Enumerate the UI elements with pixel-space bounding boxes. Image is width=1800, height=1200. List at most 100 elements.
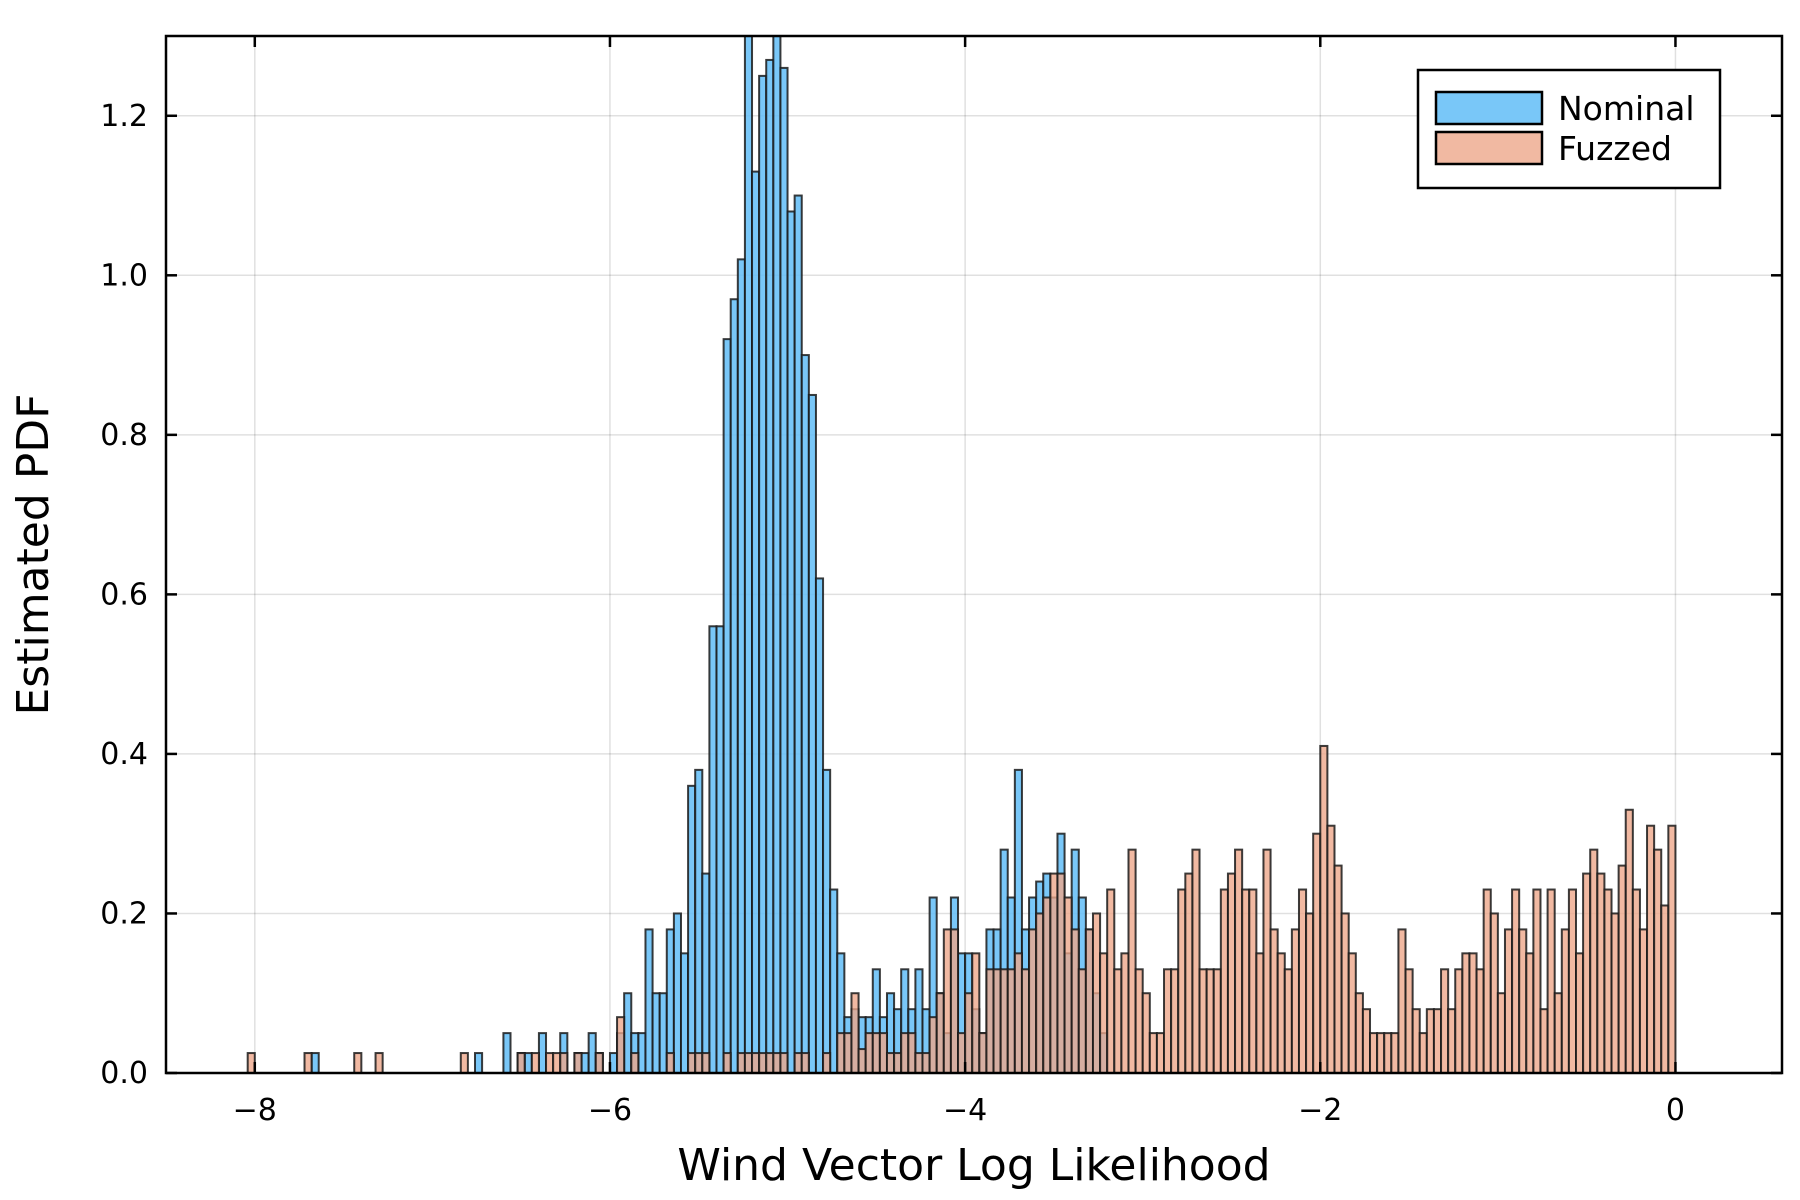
histogram-bar-nominal [502,1032,512,1074]
histogram-bar-fuzzed [857,1048,867,1074]
histogram-bar-fuzzed [1141,992,1151,1075]
histogram-bar-nominal [736,258,746,1075]
histogram-bar-fuzzed [949,928,960,1075]
histogram-bar-fuzzed [1369,1032,1379,1074]
histogram-bar-fuzzed [1035,912,1045,1075]
series-fuzzed-bars [246,744,1677,1075]
histogram-bar-fuzzed [1106,888,1116,1074]
histogram-bar-fuzzed [1170,968,1180,1074]
x-tick-label: −6 [588,1093,632,1128]
histogram-bar-fuzzed [964,992,974,1075]
y-axis-title: Estimated PDF [8,394,59,716]
histogram-bar-fuzzed [1127,848,1137,1075]
histogram-bar-fuzzed [1042,896,1052,1074]
histogram-bar-fuzzed [1319,744,1329,1074]
histogram-bar-nominal [751,170,761,1075]
histogram-bar-fuzzed [1589,848,1599,1075]
histogram-bar-nominal [786,210,796,1074]
histogram-bar-fuzzed [942,928,952,1075]
histogram-bar-fuzzed [1596,872,1606,1074]
x-tick-labels: −8 −6 −4 −2 0 [233,1093,1685,1128]
histogram-bar-fuzzed [1155,1032,1166,1074]
histogram-bar-nominal [687,784,697,1074]
histogram-bar-fuzzed [1475,968,1485,1074]
histogram-bar-nominal [672,912,682,1075]
histogram-bar-fuzzed [1248,888,1258,1074]
histogram-bar-fuzzed [1440,968,1450,1074]
histogram-bar-fuzzed [1418,1032,1428,1074]
histogram-bar-fuzzed [1340,912,1350,1075]
histogram-bar-fuzzed [530,1052,540,1075]
histogram-bar-fuzzed [665,1052,675,1075]
histogram-bar-fuzzed [1006,968,1016,1074]
histogram-bar-nominal [829,888,839,1074]
histogram-bar-fuzzed [1312,832,1322,1075]
histogram-bar-nominal [715,625,725,1074]
histogram-bar-fuzzed [1454,968,1464,1074]
histogram-bar-fuzzed [1226,872,1237,1074]
histogram-bar-fuzzed [1376,1032,1386,1074]
histogram-bar-fuzzed [793,1052,803,1075]
histogram-bar-nominal [537,1032,548,1074]
legend-swatch-fuzzed [1434,130,1544,166]
histogram-bar-fuzzed [353,1052,363,1075]
histogram-bar-fuzzed [1305,912,1315,1075]
histogram-bar-fuzzed [374,1052,384,1075]
histogram-bar-nominal [651,992,661,1075]
histogram-bar-fuzzed [1390,1032,1400,1074]
histogram-bar-fuzzed [1646,824,1656,1075]
histogram-bar-fuzzed [921,1052,931,1075]
axis-ticks [166,36,1782,1075]
histogram-bar-fuzzed [765,1052,775,1075]
histogram-bar-nominal [822,768,832,1075]
histogram-bar-nominal [814,577,825,1075]
histogram-bar-fuzzed [1624,808,1634,1074]
histogram-bar-nominal [722,338,732,1075]
histogram-bar-fuzzed [1191,848,1201,1075]
y-tick-labels: 0.0 0.2 0.4 0.6 0.8 1.0 1.2 [100,99,148,1091]
histogram-bar-fuzzed [516,1052,526,1075]
histogram-bar-fuzzed [1120,952,1130,1074]
histogram-bar-nominal [473,1052,484,1075]
histogram-bar-fuzzed [1404,968,1414,1074]
histogram-bar-fuzzed [779,1052,789,1075]
histogram-bar-fuzzed [822,1052,832,1075]
histogram-bar-fuzzed [1575,952,1585,1074]
histogram-bar-fuzzed [1198,968,1208,1074]
histogram-bar-fuzzed [1532,888,1542,1074]
histogram-bar-fuzzed [1283,968,1293,1074]
histogram-bar-fuzzed [694,1052,704,1075]
legend-label-fuzzed: Fuzzed [1558,129,1672,168]
histogram-bar-fuzzed [1660,904,1670,1074]
histogram-bar-fuzzed [758,1052,768,1075]
histogram-bar-nominal [587,1032,597,1074]
histogram-bar-fuzzed [1212,968,1222,1074]
histogram-bar-fuzzed [1397,928,1407,1075]
histogram-bar-fuzzed [1099,952,1109,1074]
histogram-bar-nominal [679,952,690,1074]
histogram-bar-fuzzed [1539,1008,1549,1075]
histogram-bar-nominal [665,928,675,1075]
histogram-bar-fuzzed [1276,952,1286,1074]
histogram-bar-fuzzed [1638,928,1649,1075]
x-axis-title: Wind Vector Log Likelihood [677,1140,1270,1191]
histogram-bar-fuzzed [1262,848,1272,1075]
histogram-bar-fuzzed [1070,928,1080,1075]
histogram-bar-fuzzed [914,1052,924,1075]
histogram-bar-fuzzed [722,1052,732,1075]
histogram-bar-fuzzed [1219,888,1229,1074]
histogram-bar-fuzzed [1496,992,1506,1075]
histogram-bar-fuzzed [1653,848,1663,1075]
histogram-bar-fuzzed [1205,968,1215,1074]
y-tick-label: 0.6 [100,577,148,612]
histogram-bar-fuzzed [1489,912,1499,1075]
histogram-bar-nominal [779,66,789,1074]
histogram-bar-fuzzed [836,1032,846,1074]
histogram-bar-fuzzed [1084,928,1094,1075]
plot-frame [164,34,1784,1075]
histogram-bar-nominal [580,1052,590,1075]
histogram-bar-fuzzed [864,1032,874,1074]
histogram-bar-fuzzed [687,1052,697,1075]
y-tick-label: 1.2 [100,99,148,134]
histogram-bar-fuzzed [928,1016,938,1075]
